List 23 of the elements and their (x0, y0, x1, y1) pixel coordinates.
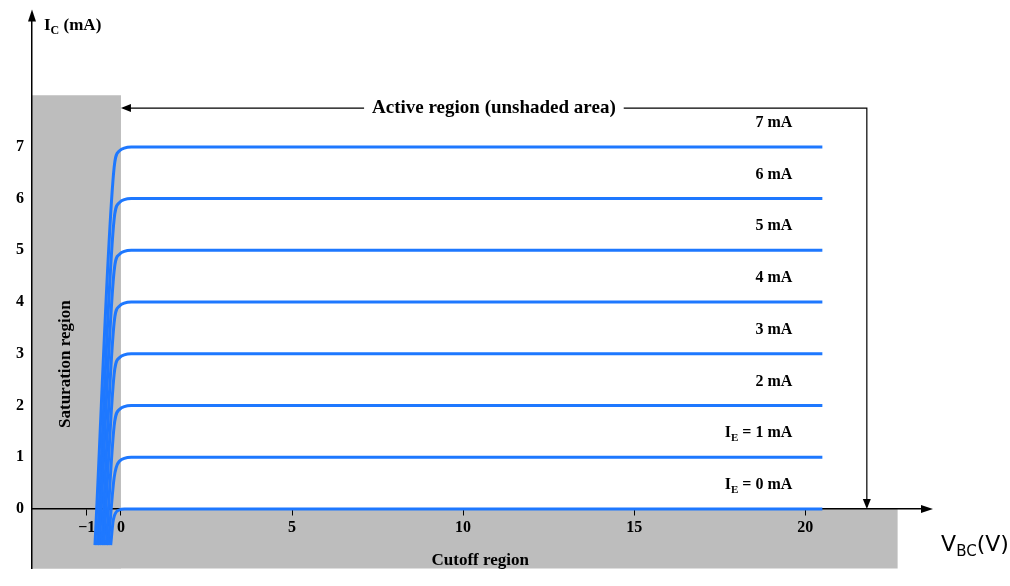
series-label: 4 mA (755, 268, 793, 286)
x-tick-label: 15 (626, 517, 643, 535)
series-label: 5 mA (755, 216, 793, 234)
y-tick-label: 0 (16, 499, 24, 517)
x-tick-label: 20 (797, 517, 814, 535)
series-label: 3 mA (755, 319, 793, 337)
y-tick-label: 1 (16, 447, 24, 465)
band-label: Saturation region (55, 299, 75, 428)
y-tick-label: 5 (16, 240, 24, 258)
y-tick-label: 2 (16, 395, 24, 413)
band-label: Cutoff region (431, 550, 530, 570)
y-tick-label: 4 (16, 292, 24, 310)
series-label: 7 mA (755, 113, 793, 131)
x-tick-label: 10 (455, 517, 472, 535)
annotation: Active region (unshaded area) (372, 96, 616, 119)
x-tick-label: 5 (288, 517, 297, 535)
series-label: 6 mA (755, 164, 793, 182)
x-tick-label: 0 (116, 517, 125, 535)
series-label: 2 mA (755, 371, 793, 389)
y-tick-label: 6 (16, 188, 24, 206)
y-tick-label: 3 (16, 343, 24, 361)
y-tick-label: 7 (16, 137, 24, 155)
x-tick-label: −1 (78, 517, 96, 535)
